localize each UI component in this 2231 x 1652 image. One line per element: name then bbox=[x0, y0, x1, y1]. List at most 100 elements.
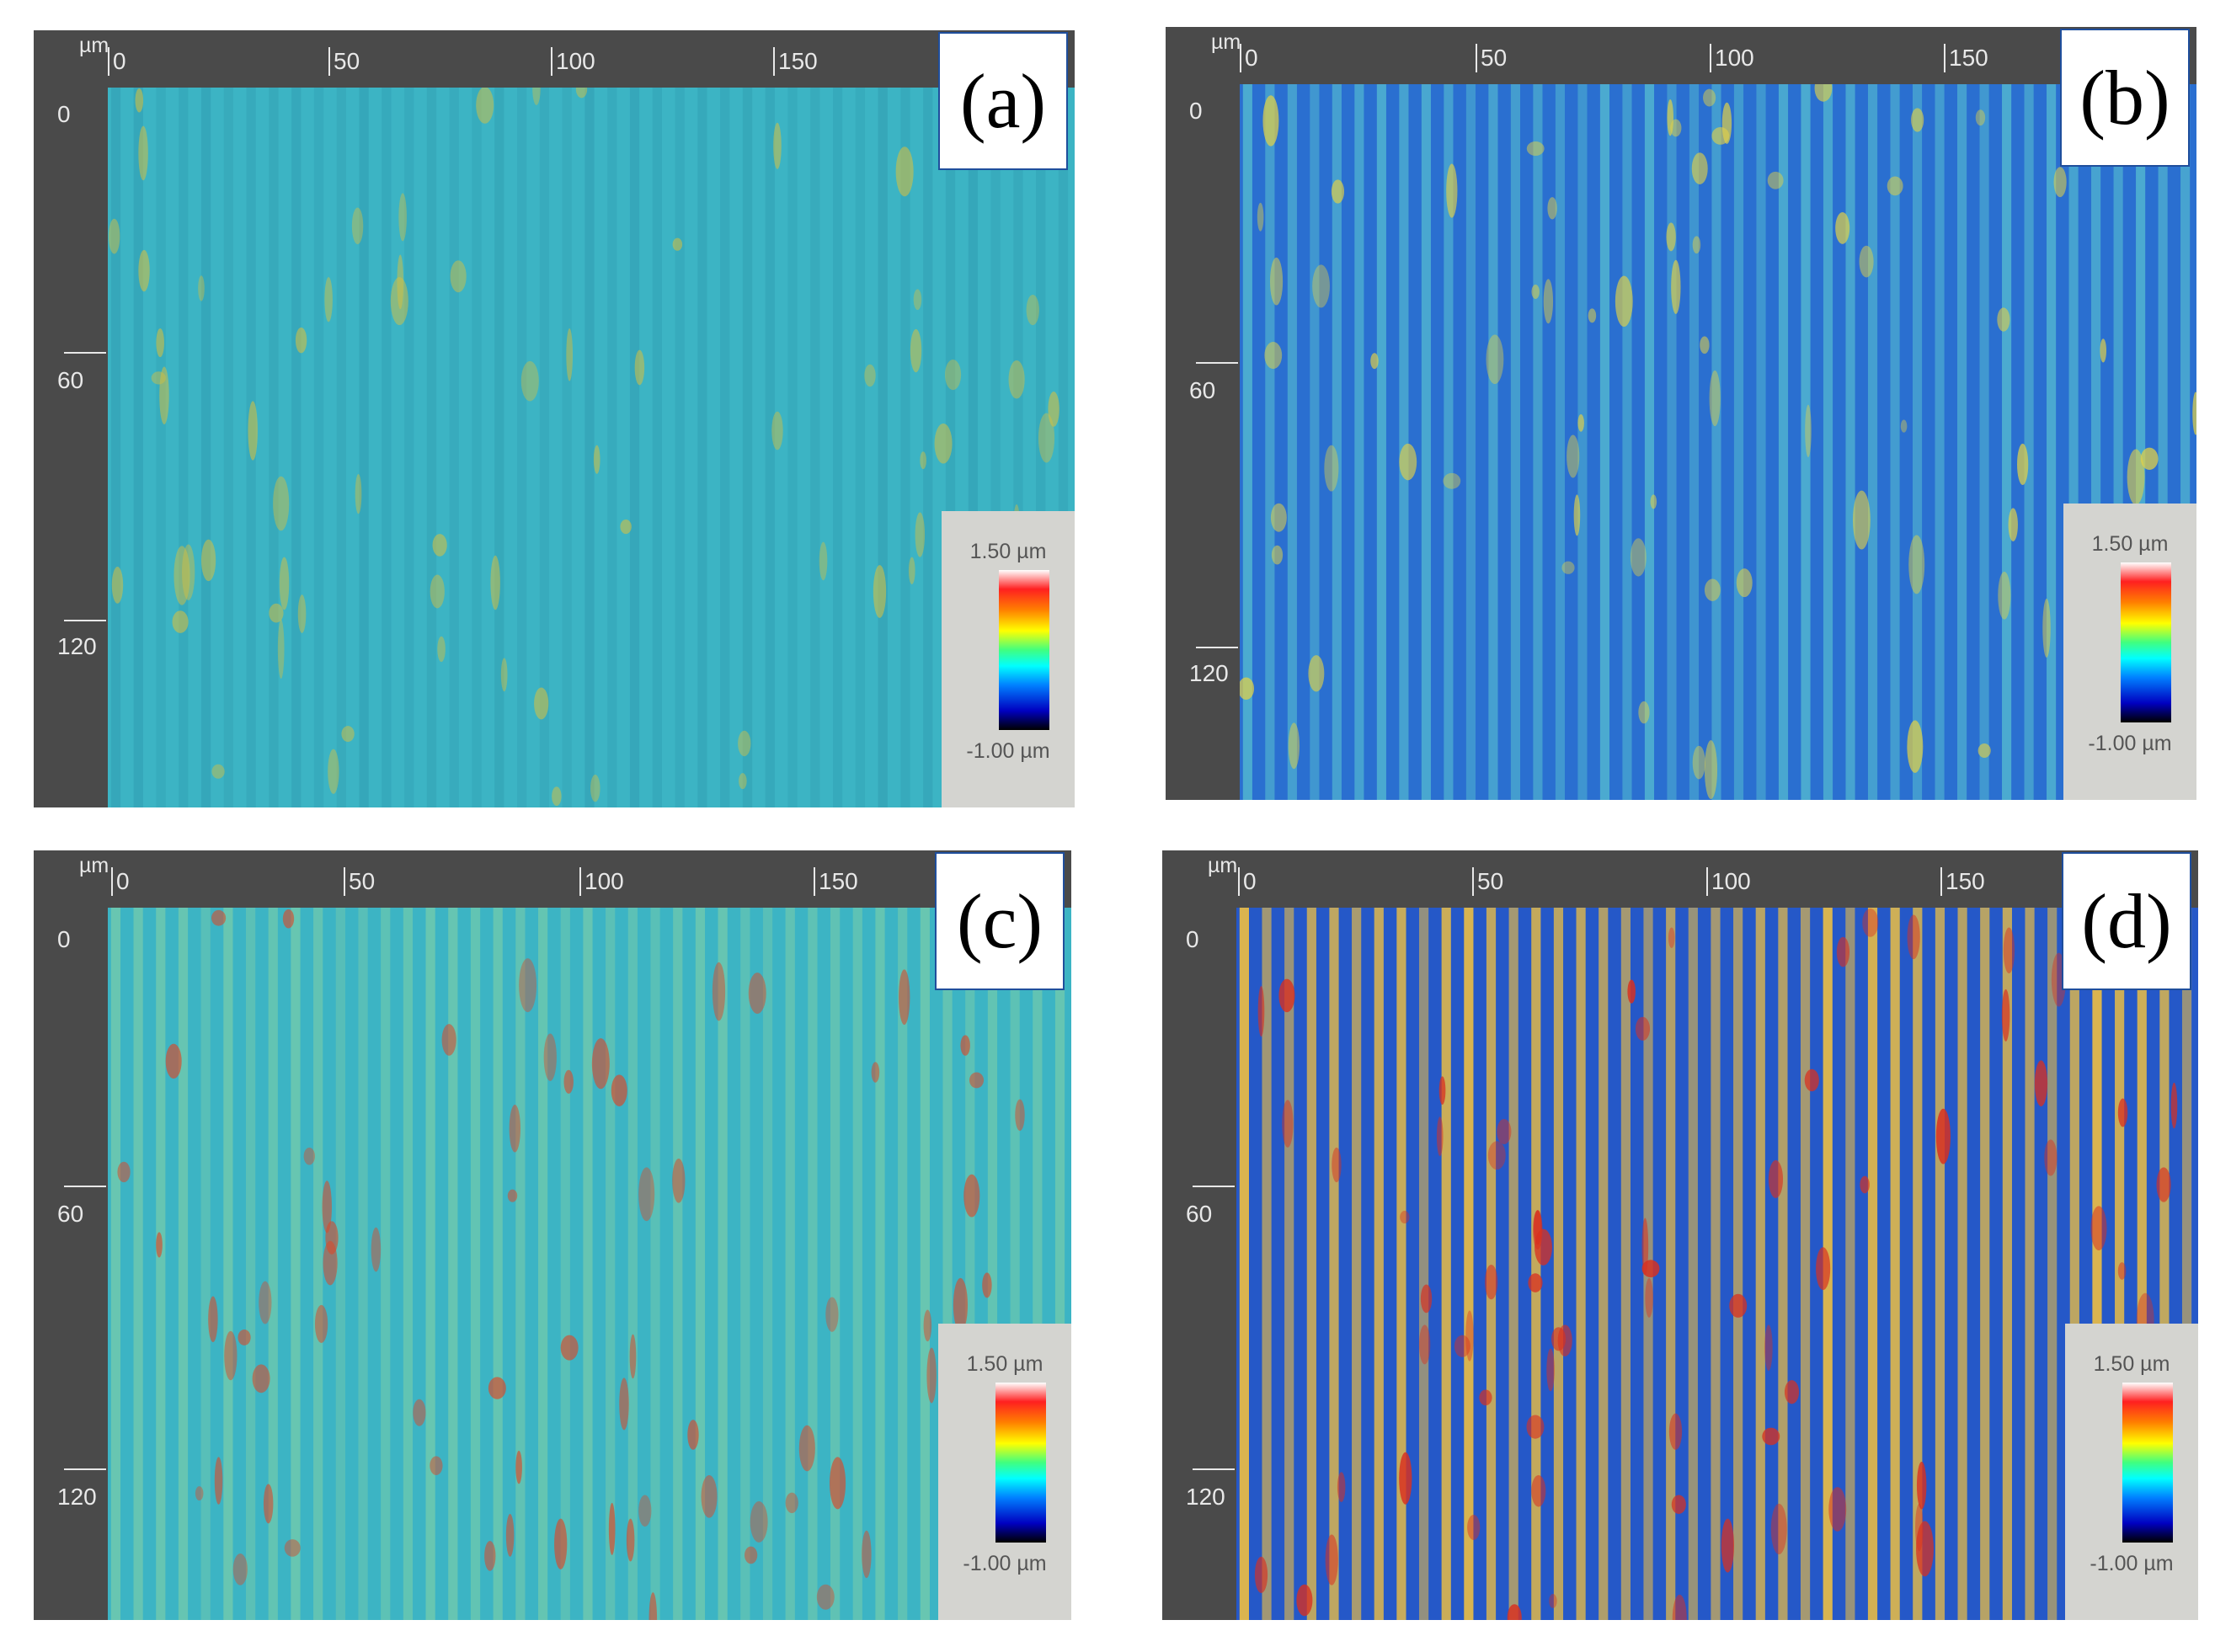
height-feature bbox=[1543, 279, 1554, 324]
surface-svg bbox=[1236, 908, 2198, 1620]
height-feature bbox=[1997, 307, 2010, 332]
axis-unit: µm bbox=[1208, 854, 1238, 877]
height-feature bbox=[819, 541, 828, 581]
height-feature bbox=[899, 969, 910, 1026]
groove-stripe bbox=[833, 88, 843, 807]
height-feature bbox=[1908, 535, 1925, 594]
y-tick: 0 bbox=[1186, 926, 1199, 952]
height-feature bbox=[590, 775, 600, 802]
groove-stripe bbox=[2159, 908, 2170, 1620]
groove-stripe bbox=[1935, 908, 1945, 1620]
groove-stripe bbox=[1013, 88, 1023, 807]
height-feature bbox=[2044, 1139, 2058, 1176]
groove-stripe bbox=[472, 88, 482, 807]
height-feature bbox=[1526, 141, 1545, 156]
height-feature bbox=[816, 1584, 835, 1610]
height-feature bbox=[1691, 152, 1708, 184]
height-feature bbox=[1645, 1277, 1653, 1318]
panel-label: (d) bbox=[2062, 852, 2191, 990]
height-feature bbox=[944, 360, 962, 391]
groove-stripe bbox=[720, 88, 730, 807]
height-feature bbox=[963, 1174, 980, 1218]
height-feature bbox=[214, 1457, 223, 1505]
height-feature bbox=[1262, 95, 1279, 147]
height-feature bbox=[1887, 176, 1903, 196]
groove-stripe bbox=[133, 908, 143, 1620]
groove-stripe bbox=[583, 908, 593, 1620]
groove-stripe bbox=[762, 908, 773, 1620]
height-feature bbox=[750, 1501, 768, 1543]
height-feature bbox=[519, 958, 537, 1013]
height-feature bbox=[1240, 677, 1255, 700]
height-feature bbox=[1420, 1284, 1433, 1314]
height-feature bbox=[259, 1281, 272, 1324]
y-tick: 120 bbox=[1189, 660, 1229, 686]
groove-stripe bbox=[627, 908, 638, 1620]
height-feature bbox=[1479, 1389, 1492, 1406]
groove-stripe bbox=[673, 908, 683, 1620]
height-feature bbox=[2008, 508, 2018, 542]
surface-map bbox=[108, 908, 1071, 1620]
height-feature bbox=[1257, 202, 1264, 232]
height-feature bbox=[1615, 275, 1633, 328]
x-tick: 100 bbox=[1710, 44, 1754, 72]
y-tick: 0 bbox=[57, 101, 71, 127]
groove-stripe bbox=[607, 88, 617, 807]
groove-stripe bbox=[1284, 908, 1294, 1620]
height-feature bbox=[355, 473, 362, 514]
height-feature bbox=[2117, 1098, 2128, 1127]
height-feature bbox=[1269, 257, 1284, 306]
height-feature bbox=[490, 555, 500, 610]
height-feature bbox=[1588, 308, 1597, 323]
height-feature bbox=[629, 1334, 637, 1379]
groove-stripe bbox=[335, 908, 345, 1620]
groove-stripe bbox=[1352, 908, 1362, 1620]
axis-unit: µm bbox=[1211, 30, 1241, 54]
groove-stripe bbox=[1329, 908, 1339, 1620]
groove-stripe bbox=[382, 88, 392, 807]
panel-label: (a) bbox=[938, 32, 1068, 170]
height-feature bbox=[1804, 1068, 1819, 1092]
height-feature bbox=[1446, 163, 1458, 218]
height-feature bbox=[701, 1474, 718, 1518]
axis-unit: µm bbox=[79, 854, 109, 877]
y-tick: 120 bbox=[57, 1484, 97, 1510]
y-tick-mark bbox=[1193, 1468, 1235, 1470]
height-feature bbox=[830, 1457, 846, 1510]
height-feature bbox=[1900, 419, 1908, 433]
height-feature bbox=[441, 1024, 456, 1056]
groove-stripe bbox=[1913, 908, 1923, 1620]
groove-stripe bbox=[652, 88, 662, 807]
height-feature bbox=[156, 1232, 163, 1258]
groove-stripe bbox=[562, 88, 572, 807]
groove-stripe bbox=[1464, 908, 1474, 1620]
groove-stripe bbox=[1239, 908, 1249, 1620]
groove-stripe bbox=[291, 88, 302, 807]
height-feature bbox=[1048, 392, 1059, 427]
groove-stripe bbox=[2069, 908, 2079, 1620]
height-feature bbox=[1370, 353, 1379, 370]
y-tick: 60 bbox=[1186, 1201, 1213, 1227]
height-feature bbox=[238, 1330, 251, 1346]
x-tick: 0 bbox=[1238, 867, 1257, 896]
groove-stripe bbox=[1867, 84, 1878, 800]
height-feature bbox=[1026, 295, 1039, 326]
height-feature bbox=[1935, 1108, 1951, 1164]
height-feature bbox=[1911, 108, 1924, 132]
height-feature bbox=[910, 328, 922, 373]
height-feature bbox=[117, 1161, 131, 1183]
groove-stripe bbox=[1399, 84, 1409, 800]
groove-stripe bbox=[1620, 908, 1631, 1620]
height-feature bbox=[1770, 1503, 1787, 1554]
height-feature bbox=[1668, 927, 1675, 948]
height-feature bbox=[509, 1105, 521, 1153]
height-feature bbox=[638, 1167, 655, 1222]
legend-colorbar bbox=[999, 570, 1049, 730]
height-feature bbox=[2170, 1082, 2178, 1129]
height-feature bbox=[1668, 1413, 1683, 1450]
height-feature bbox=[324, 277, 333, 322]
groove-stripe bbox=[2002, 908, 2012, 1620]
height-feature bbox=[371, 1227, 382, 1272]
height-feature bbox=[1703, 88, 1716, 107]
height-feature bbox=[1531, 285, 1540, 299]
